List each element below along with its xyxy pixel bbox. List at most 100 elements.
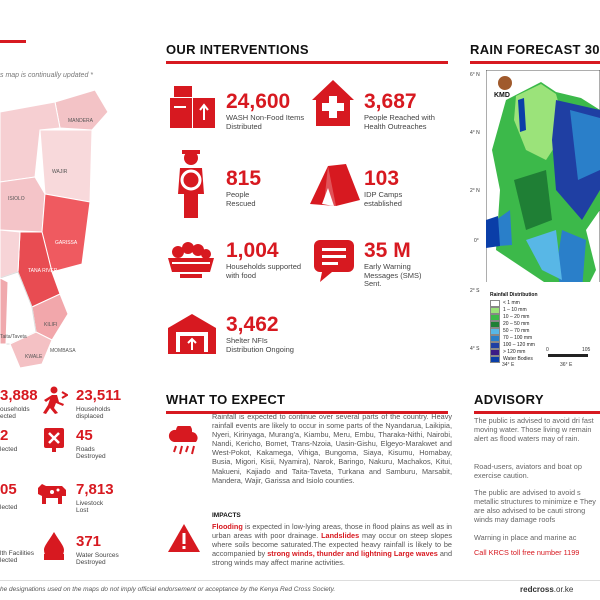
legend-label: > 120 mm [503, 349, 526, 356]
legend-label: 1 – 10 mm [503, 307, 527, 314]
legend-label: Water Bodies [503, 356, 533, 363]
food-icon [168, 242, 214, 278]
rescued-label: People Rescued [226, 190, 256, 208]
water-sources-label: Water Sources Destroyed [76, 552, 119, 567]
forecast-title: RAIN FORECAST 30 [470, 42, 600, 57]
sms-value: 35 M [364, 239, 411, 262]
interventions-rule [166, 61, 448, 64]
water-sources-value: 371 [76, 533, 102, 550]
lives-lost-value: 2 [0, 427, 9, 444]
legend-swatch [490, 313, 500, 321]
livestock-icon [38, 484, 66, 504]
road-closed-icon [44, 428, 64, 452]
wash-nfi-icon [170, 86, 215, 128]
center-dark [514, 170, 552, 230]
stats-grid: 3,888 ouseholds ected 23,511 Households … [0, 382, 160, 582]
county-west-strip [0, 277, 9, 345]
sms-label: Early Warning Messages (SMS) Sent. [364, 262, 422, 288]
lat-6n: 6° N [470, 72, 480, 78]
schools-label: lected [0, 504, 18, 511]
map-update-note: s map is continually updated * [0, 72, 93, 79]
legend-row: 100 – 120 mm [490, 341, 570, 349]
lake-turkana [518, 98, 526, 132]
wet-east-2 [570, 110, 600, 180]
legend-label: 50 – 70 mm [503, 328, 530, 335]
idp-camps-value: 103 [364, 167, 400, 190]
households-affected-value: 3,888 [0, 387, 38, 404]
lat-2s: 2° S [470, 288, 480, 294]
legend-label: < 1 mm [503, 300, 520, 307]
roads-destroyed-value: 45 [76, 427, 93, 444]
idp-camps-label: IDP Camps established [364, 190, 403, 208]
lives-lost-label: lected [0, 446, 18, 453]
health-facilities-label: lth Facilities lected [0, 550, 34, 565]
expect-title: WHAT TO EXPECT [166, 392, 286, 407]
footer-url-rest: .or.ke [553, 585, 574, 594]
legend-label: 70 – 100 mm [503, 335, 533, 342]
shelter-value: 3,462 [226, 313, 279, 336]
schools-value: 05 [0, 481, 17, 498]
legend-swatch [490, 334, 500, 342]
label-isiolo: ISIOLO [8, 196, 25, 202]
footer-disclaimer: he designations used on the maps do not … [0, 586, 336, 593]
left-header-rule [0, 40, 26, 43]
legend-row: Water Bodies [490, 355, 570, 363]
footer-url[interactable]: redcross.or.ke [520, 585, 573, 594]
impact-text: may occur on steep slopes where soils be… [212, 531, 453, 559]
rescue-icon [178, 150, 204, 218]
county-isiolo [0, 176, 46, 233]
county-map [0, 89, 109, 369]
health-facilities-label-1: lth Facilities [0, 550, 34, 557]
legend-swatch [490, 306, 500, 314]
advisory-title: ADVISORY [474, 392, 544, 407]
food-label: Households supported with food [226, 262, 302, 280]
legend-swatch [490, 320, 500, 328]
footer-divider [0, 580, 600, 581]
kmd-crest [498, 76, 512, 90]
expect-paragraph: Rainfall is expected to continue over se… [212, 412, 452, 485]
label-tana-river: TANA RIVER [28, 268, 58, 274]
forecast-map [486, 70, 600, 360]
label-garissa: GARISSA [55, 240, 78, 246]
idp-camp-icon [310, 164, 360, 206]
legend-label: 20 – 50 mm [503, 321, 530, 328]
footer-url-bold: redcross [520, 585, 554, 594]
impact-keyword: Large waves [393, 549, 438, 559]
label-wajir: WAJIR [52, 169, 68, 175]
impacts-title: IMPACTS [212, 512, 241, 519]
south-light [526, 230, 562, 280]
lon-34e: 34° E [502, 362, 515, 368]
households-displaced-label: Households displaced [76, 406, 111, 421]
advisory-rule [474, 411, 600, 414]
health-facilities-label-2: lected [0, 557, 18, 565]
advisory-body: The public is advised to avoid dri fast … [474, 416, 600, 557]
advisory-call: Call KRCS toll free number 1199 [474, 547, 580, 557]
advisory-p1: The public is advised to avoid dri fast … [474, 416, 594, 444]
county-garissa [41, 193, 91, 273]
impact-keyword: Landslides [321, 531, 360, 541]
impact-keyword: Flooding [212, 522, 243, 531]
legend-row: 70 – 100 mm [490, 334, 570, 342]
county-north-west [0, 101, 61, 183]
wash-nfi-value: 24,600 [226, 90, 291, 113]
sms-icon [314, 240, 354, 282]
households-affected-label-2: ected [0, 413, 16, 421]
households-affected-label-1: ouseholds [0, 406, 30, 413]
label-mombasa: MOMBASA [50, 348, 76, 354]
health-outreach-label: People Reached with Health Outreaches [364, 113, 435, 131]
lon-36e: 36° E [560, 362, 573, 368]
impact-text: is expected in low-lying areas, those in… [212, 522, 452, 541]
label-mandera: MANDERA [68, 118, 94, 124]
impacts-text: Flooding is expected in low-lying areas,… [212, 522, 452, 567]
legend-swatch [490, 348, 500, 356]
legend-swatch [490, 327, 500, 335]
legend-row: 10 – 20 mm [490, 313, 570, 321]
legend-label: 100 – 120 mm [503, 342, 535, 349]
advisory-p4: Warning in place and marine ac [474, 532, 577, 542]
lat-4s: 4° S [470, 346, 480, 352]
county-kwale [9, 331, 53, 369]
rain-legend-rows: < 1 mm 1 – 10 mm 10 – 20 mm 20 – 50 mm 50 – … [490, 299, 570, 363]
legend-row: < 1 mm [490, 299, 570, 307]
food-value: 1,004 [226, 239, 279, 262]
left-map-panel: s map is continually updated * MANDERA W… [0, 36, 118, 372]
